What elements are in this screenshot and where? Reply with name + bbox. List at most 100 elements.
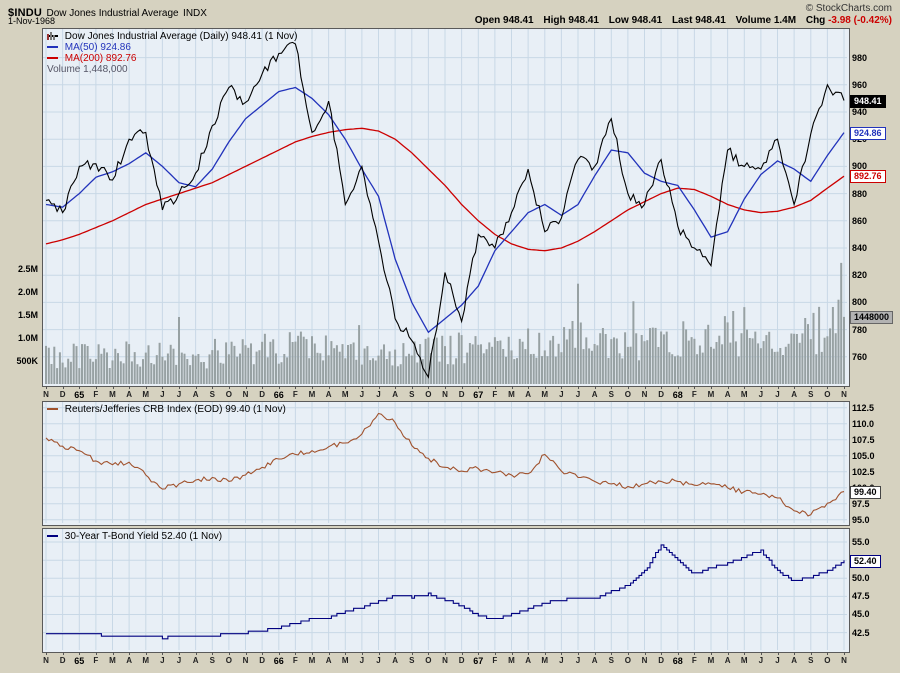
main-chart-panel: Dow Jones Industrial Average (Daily) 948… xyxy=(42,28,850,387)
axis-tick xyxy=(145,386,147,389)
axis-tick xyxy=(46,652,47,655)
axis-tick xyxy=(727,386,729,389)
axis-tick xyxy=(727,652,729,655)
month-label: O xyxy=(425,656,432,665)
month-label: N xyxy=(43,390,49,399)
main-chart-plot xyxy=(43,29,847,384)
month-label: M xyxy=(109,656,116,665)
month-label: M xyxy=(740,390,748,399)
open-label: Open xyxy=(474,15,501,26)
month-label: O xyxy=(624,390,631,399)
axis-tick xyxy=(295,386,297,389)
reuters-jefferies-crb-index-line xyxy=(45,412,845,517)
crb-line-swatch xyxy=(47,408,58,411)
axis-tick xyxy=(794,652,796,655)
month-label: J xyxy=(359,390,365,399)
month-label: A xyxy=(791,656,798,665)
price-label-crb: 99.40 xyxy=(850,485,881,499)
axis-tick xyxy=(711,652,712,655)
month-label: F xyxy=(691,390,697,399)
axis-tick xyxy=(694,386,696,389)
month-label: A xyxy=(525,656,532,665)
month-label: J xyxy=(758,656,764,665)
gridlines xyxy=(43,402,847,523)
month-label: D xyxy=(458,656,465,665)
legend-ma200: MA(200) 892.76 xyxy=(64,53,137,64)
month-label: A xyxy=(126,390,133,399)
ma-50--line xyxy=(45,86,845,334)
month-label: N xyxy=(641,390,648,399)
axis-tick xyxy=(844,386,845,389)
axis-tick xyxy=(677,652,679,655)
month-label: S xyxy=(409,390,415,399)
last-value: 948.41 xyxy=(695,15,726,26)
volume-axis-label: 2.5M xyxy=(17,264,38,274)
axis-tick xyxy=(179,386,180,389)
month-label: M xyxy=(508,656,515,665)
month-label: J xyxy=(559,656,564,665)
month-label: D xyxy=(658,656,665,665)
axis-tick xyxy=(79,386,81,389)
axis-tick xyxy=(445,652,446,655)
volume-value: 1.4M xyxy=(773,15,797,26)
month-label: A xyxy=(724,390,731,399)
month-label: M xyxy=(508,390,515,399)
crb-chart-plot xyxy=(43,402,847,523)
y-axis-label: 95.0 xyxy=(852,514,870,525)
axis-tick xyxy=(810,386,812,389)
axis-tick xyxy=(644,386,646,389)
axis-tick xyxy=(278,652,280,655)
month-label: J xyxy=(575,656,581,665)
month-label: A xyxy=(591,656,598,665)
axis-tick xyxy=(594,386,596,389)
axis-tick xyxy=(262,652,264,655)
axis-tick xyxy=(744,386,746,389)
legend-crb: Reuters/Jefferies CRB Index (EOD) 99.40 … xyxy=(64,404,286,415)
month-label: A xyxy=(724,656,731,665)
axis-tick xyxy=(411,386,413,389)
axis-tick xyxy=(361,652,363,655)
axis-tick xyxy=(312,386,313,389)
month-label: D xyxy=(59,390,66,399)
year-label: 68 xyxy=(672,390,683,400)
axis-tick xyxy=(661,652,663,655)
axis-tick xyxy=(627,652,629,655)
exchange-label: INDX xyxy=(183,8,207,19)
year-label: 65 xyxy=(74,390,85,400)
axis-tick xyxy=(195,652,197,655)
bond-chart-plot xyxy=(43,529,847,650)
axis-tick xyxy=(644,652,646,655)
axis-tick xyxy=(478,652,480,655)
axis-tick xyxy=(62,386,64,389)
axis-tick xyxy=(428,652,430,655)
axis-tick xyxy=(544,652,546,655)
copyright-notice: © StockCharts.com xyxy=(805,3,892,14)
month-label: N xyxy=(242,390,249,399)
axis-tick xyxy=(627,386,629,389)
axis-tick xyxy=(328,652,330,655)
y-axis-label: 900 xyxy=(852,161,868,172)
axis-tick xyxy=(511,386,513,389)
legend-ma50: MA(50) 924.86 xyxy=(64,42,131,53)
month-label: D xyxy=(259,390,266,399)
month-label: M xyxy=(341,656,349,665)
axis-tick xyxy=(611,652,613,655)
y-axis-label: 112.5 xyxy=(852,402,875,413)
month-label: S xyxy=(608,656,614,665)
month-label: S xyxy=(209,390,215,399)
price-label-ma50: 924.86 xyxy=(850,126,886,140)
month-label: F xyxy=(93,656,99,665)
volume-bars-icon xyxy=(47,32,55,40)
y-axis-label: 860 xyxy=(852,215,868,226)
bond-chart-panel: 30-Year T-Bond Yield 52.40 (1 Nov) xyxy=(42,528,850,653)
month-label: J xyxy=(160,656,165,665)
axis-tick xyxy=(561,386,563,389)
axis-tick xyxy=(461,386,463,389)
axis-tick xyxy=(378,386,380,389)
open-value: 948.41 xyxy=(503,15,534,26)
month-label: J xyxy=(376,656,381,665)
month-label: A xyxy=(591,390,598,399)
axis-tick xyxy=(711,386,712,389)
axis-tick xyxy=(777,652,779,655)
